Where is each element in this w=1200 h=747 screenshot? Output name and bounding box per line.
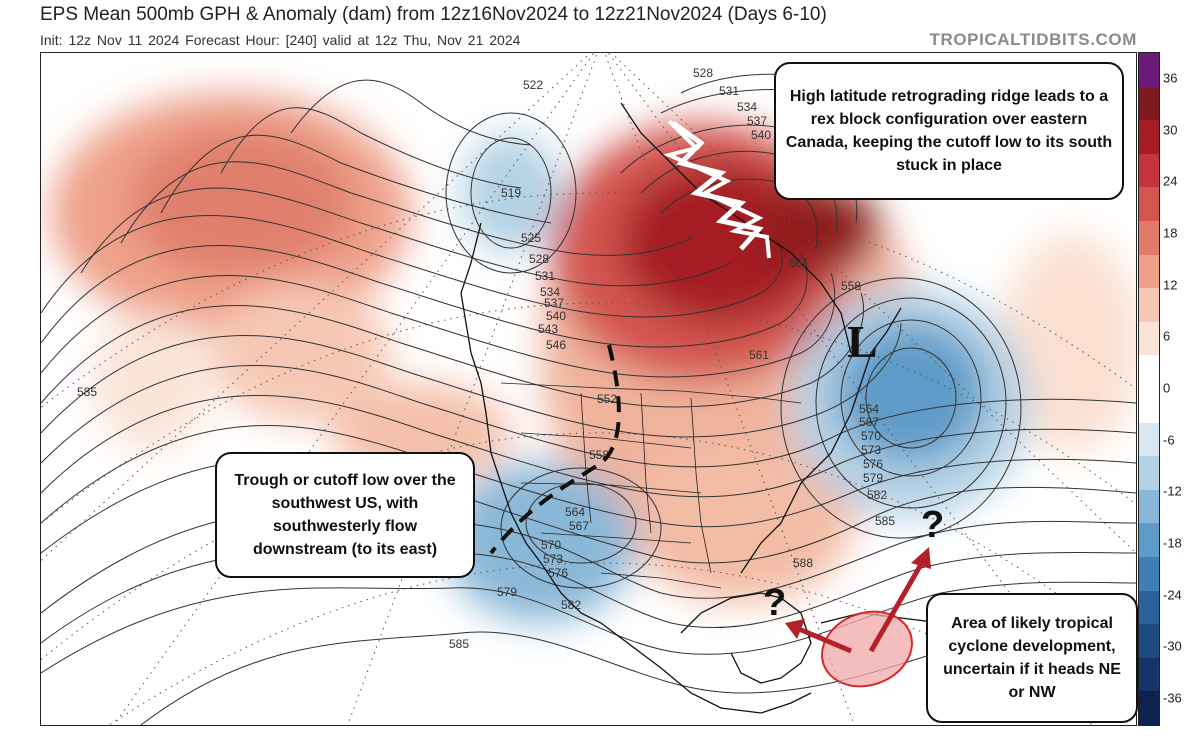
contour-label: 567: [859, 415, 879, 429]
colorbar-segment: [1139, 220, 1159, 255]
ridge-zigzag-line: [662, 119, 771, 259]
brand-watermark: TROPICALTIDBITS.COM: [929, 30, 1137, 49]
canada-positive-peak: [761, 183, 881, 273]
colorbar-tick-label: 30: [1163, 122, 1178, 138]
anomaly-colorbar: [1138, 52, 1160, 726]
colorbar-segment: [1139, 691, 1159, 725]
question-mark-northwest: ?: [763, 582, 786, 624]
contour-label: 561: [789, 256, 809, 270]
pacific-tail: [211, 283, 391, 423]
colorbar-tick-label: -24: [1163, 587, 1182, 603]
colorbar-segment: [1139, 456, 1159, 490]
colorbar-segment: [1139, 153, 1159, 188]
colorbar-segment: [1139, 489, 1159, 524]
colorbar-segment: [1139, 120, 1159, 154]
pacific-positive-core: [131, 128, 351, 278]
colorbar-tick-label: -30: [1163, 638, 1182, 654]
chart-subtitle: Init: 12z Nov 11 2024 Forecast Hour: [24…: [40, 32, 521, 48]
contour-label: 546: [546, 338, 566, 352]
colorbar-tick-label: 36: [1163, 70, 1178, 86]
contour-label: 588: [793, 556, 813, 570]
southwest-trough-negative: [446, 463, 636, 623]
tropical-development-area: [821, 610, 913, 688]
contour-label: 585: [875, 514, 895, 528]
colorbar-segment: [1139, 556, 1159, 591]
contour-label: 534: [540, 285, 560, 299]
chart-title: EPS Mean 500mb GPH & Anomaly (dam) from …: [40, 4, 827, 25]
contour-label: 534: [737, 100, 757, 114]
canada-positive-core: [621, 163, 821, 323]
colorbar-tick-label: -18: [1163, 535, 1182, 551]
contour-label: 537: [747, 114, 767, 128]
contour-label: 528: [529, 252, 549, 266]
colorbar-tick-label: -12: [1163, 483, 1182, 499]
colorbar-segment: [1139, 53, 1159, 87]
contour-label: 576: [863, 457, 883, 471]
contour-label: 570: [861, 429, 881, 443]
colorbar-tick-label: 0: [1163, 380, 1171, 396]
southeast-positive: [631, 443, 851, 603]
colorbar-segment: [1139, 321, 1159, 356]
contour-label: 540: [751, 128, 771, 142]
contour-label: 582: [867, 488, 887, 502]
contour-label: 579: [863, 471, 883, 485]
contour-label: 561: [749, 348, 769, 362]
far-pacific-positive: [91, 313, 211, 453]
question-mark-northeast: ?: [921, 504, 944, 546]
contour-label: 564: [859, 402, 879, 416]
contour-label: 570: [541, 538, 561, 552]
contour-label: 531: [719, 84, 739, 98]
colorbar-segment: [1139, 388, 1159, 423]
colorbar-segment: [1139, 254, 1159, 289]
contour-label: 573: [543, 552, 563, 566]
low-pressure-label: L: [847, 316, 878, 367]
trough-axis-dashed-line: [489, 344, 621, 555]
colorbar-tick-label: 24: [1163, 173, 1178, 189]
colorbar-tick-label: 12: [1163, 277, 1178, 293]
colorbar-segment: [1139, 187, 1159, 221]
contour-label: 582: [561, 598, 581, 612]
colorbar-segment: [1139, 523, 1159, 557]
colorbar-tick-label: 18: [1163, 225, 1178, 241]
colorbar-segment: [1139, 355, 1159, 389]
contour-label: 522: [523, 78, 543, 92]
colorbar-segment: [1139, 624, 1159, 658]
contour-label: 528: [693, 66, 713, 80]
cutoff-low-core: [836, 323, 986, 463]
contour-label: 537: [544, 296, 564, 310]
ridge-callout: High latitude retrograding ridge leads t…: [774, 62, 1124, 200]
contour-label: 525: [521, 231, 541, 245]
contour-label: 567: [569, 519, 589, 533]
alaska-negative: [461, 133, 561, 253]
contour-label: 558: [841, 279, 861, 293]
contour-label: 552: [597, 392, 617, 406]
colorbar-segment: [1139, 590, 1159, 625]
contour-label: 576: [548, 566, 568, 580]
contour-labels: 522 528 531 534 537 540 519 525 528 531 …: [77, 66, 895, 651]
colorbar-tick-label: 6: [1163, 328, 1171, 344]
trough-callout: Trough or cutoff low over the southwest …: [215, 452, 475, 578]
northeast-track-arrow: [868, 547, 931, 653]
contour-label: 543: [538, 322, 558, 336]
contour-label: 585: [449, 637, 469, 651]
colorbar-segment: [1139, 422, 1159, 457]
colorbar-labels: 36 30 24 18 12 6 0 -6 -12 -18 -24 -30 -36: [1163, 52, 1200, 724]
tropical-callout: Area of likely tropical cyclone developm…: [926, 593, 1138, 723]
contour-label: 564: [565, 505, 585, 519]
contour-label: 519: [501, 186, 521, 200]
colorbar-segment: [1139, 657, 1159, 692]
colorbar-tick-label: -36: [1163, 690, 1182, 706]
colorbar-segment: [1139, 288, 1159, 322]
contour-label: 579: [497, 585, 517, 599]
contour-label: 540: [546, 309, 566, 323]
northwest-track-arrow: [785, 619, 852, 654]
atlantic-positive: [1001, 233, 1136, 453]
contour-label: 531: [535, 269, 555, 283]
colorbar-segment: [1139, 86, 1159, 121]
contour-label: 573: [861, 443, 881, 457]
colorbar-tick-label: -6: [1163, 432, 1175, 448]
contour-label: 585: [77, 385, 97, 399]
